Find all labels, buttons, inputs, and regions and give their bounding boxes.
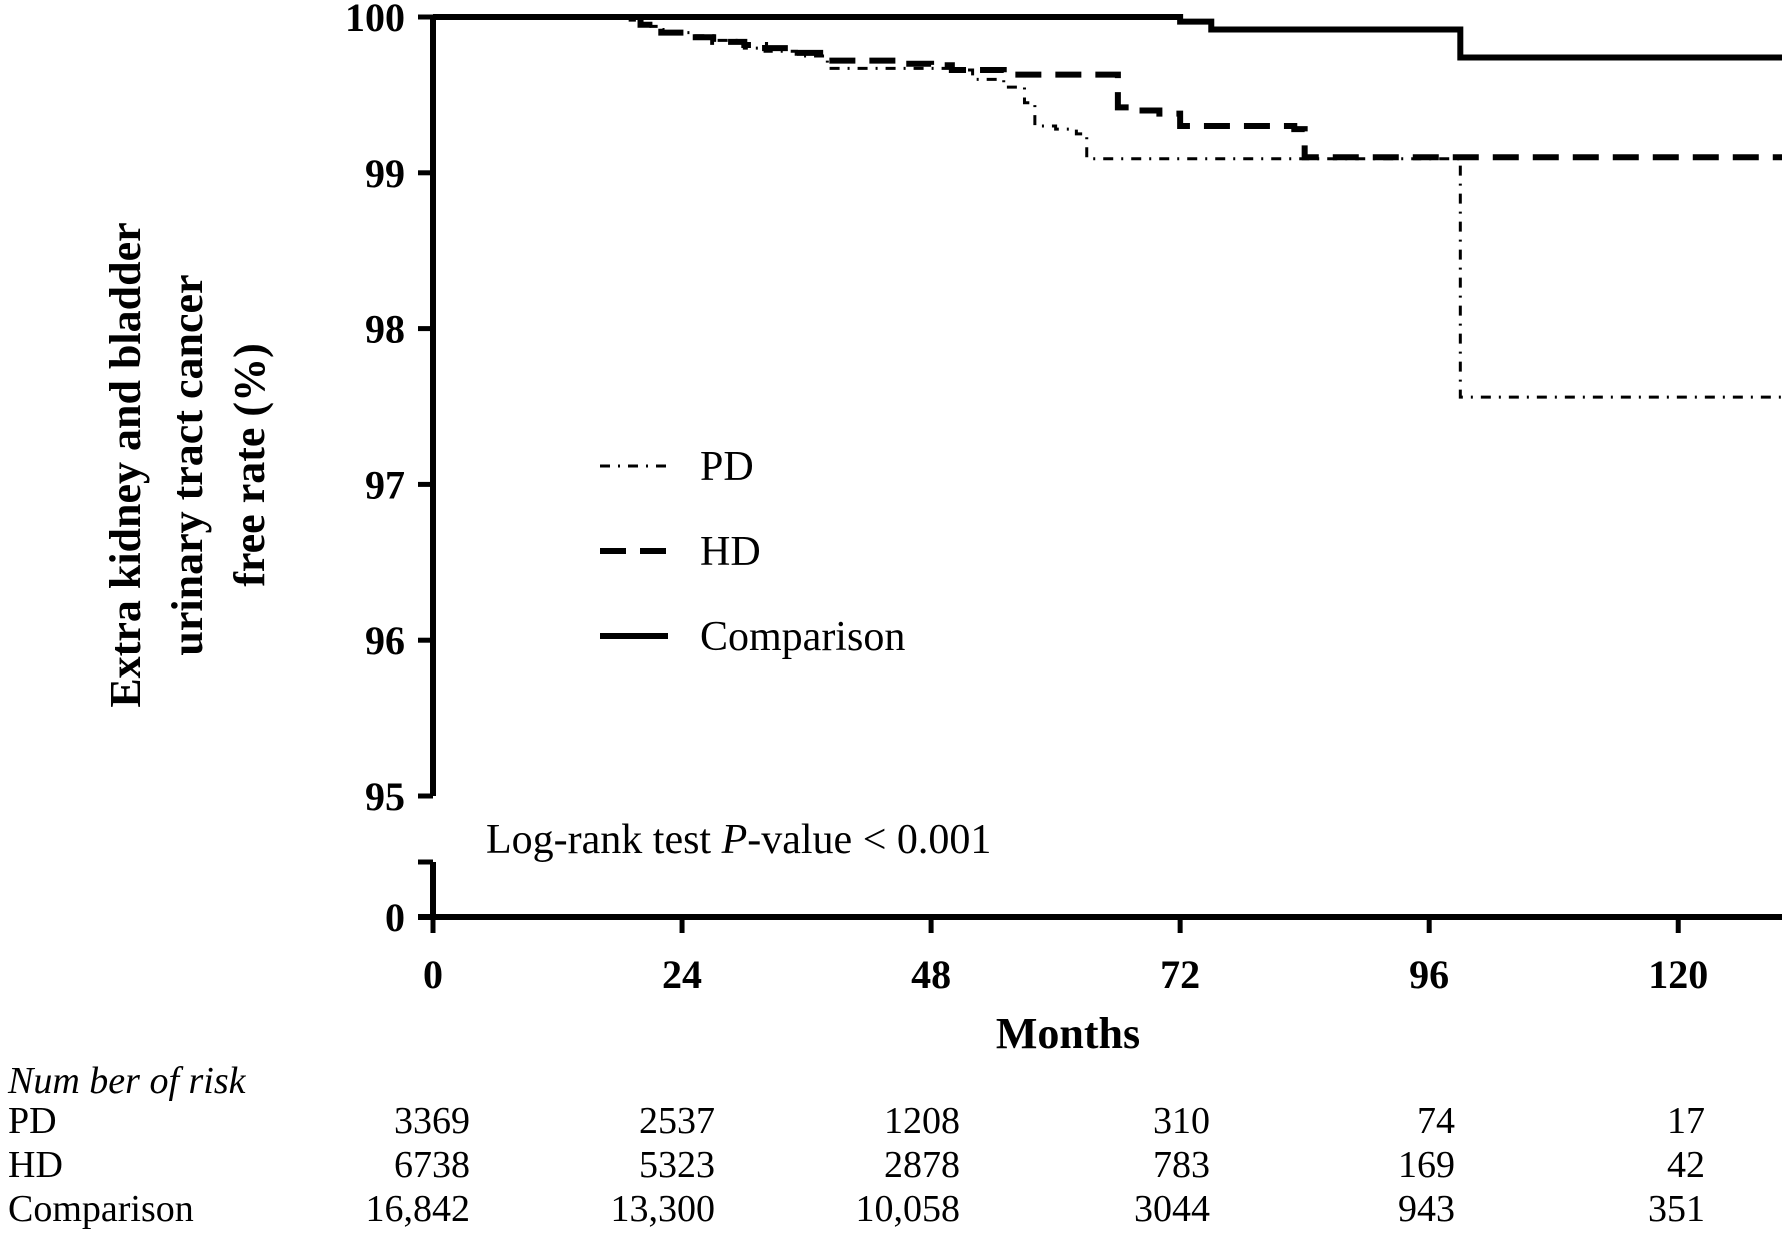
risk-cell: 17 <box>1667 1100 1705 1142</box>
risk-cell: 3369 <box>394 1100 470 1142</box>
annotation-suffix: -value < 0.001 <box>747 817 991 863</box>
y-tick-label: 96 <box>365 618 405 663</box>
legend-label-comparison: Comparison <box>700 614 905 660</box>
series-line-comparison <box>433 14 1782 61</box>
x-tick-label: 0 <box>423 952 443 997</box>
annotation-prefix: Log-rank test <box>486 817 722 863</box>
y-tick-label: 99 <box>365 151 405 196</box>
risk-row-label: Comparison <box>8 1188 194 1230</box>
risk-table-title: Num ber of risk <box>8 1060 246 1102</box>
y-axis-label-line-1: Extra kidney and bladder <box>101 222 150 707</box>
risk-cell: 310 <box>1153 1100 1210 1142</box>
risk-cell: 74 <box>1417 1100 1455 1142</box>
x-axis-label: Months <box>996 1009 1140 1058</box>
risk-cell: 16,842 <box>365 1188 471 1230</box>
series-line-hd <box>433 14 1782 161</box>
risk-row-label: HD <box>8 1144 63 1186</box>
risk-cell: 42 <box>1667 1144 1705 1186</box>
annotation-p-italic: P <box>721 817 748 863</box>
x-tick-label: 120 <box>1648 952 1708 997</box>
series-layer <box>433 14 1782 399</box>
y-axis-label-line-2: urinary tract cancer <box>163 274 212 655</box>
x-tick-label: 48 <box>911 952 951 997</box>
y-tick-label: 98 <box>365 307 405 352</box>
y-axis-label-line-3: free rate (%) <box>225 343 274 586</box>
risk-cell: 13,300 <box>610 1188 716 1230</box>
y-tick-label: 95 <box>365 774 405 819</box>
risk-cell: 3044 <box>1134 1188 1210 1230</box>
risk-cell: 6738 <box>394 1144 470 1186</box>
x-tick-label: 24 <box>662 952 702 997</box>
legend-label-pd: PD <box>700 444 754 490</box>
axes: 95 96 97 98 99 100 00 24 48 72 96 120 <box>345 0 1782 997</box>
risk-cell: 10,058 <box>855 1188 961 1230</box>
risk-cell: 943 <box>1398 1188 1455 1230</box>
risk-row-label: PD <box>8 1100 57 1142</box>
risk-cell: 169 <box>1398 1144 1455 1186</box>
y-tick-label: 97 <box>365 462 405 507</box>
y-tick-label-zero: 0 <box>385 895 405 940</box>
legend: PD HD Comparison <box>600 444 905 660</box>
risk-cell: 1208 <box>884 1100 960 1142</box>
risk-cell: 5323 <box>639 1144 715 1186</box>
log-rank-annotation: Log-rank test P-value < 0.001 <box>486 817 991 863</box>
risk-cell: 351 <box>1648 1188 1705 1230</box>
x-tick-label: 96 <box>1409 952 1449 997</box>
risk-cell: 783 <box>1153 1144 1210 1186</box>
legend-label-hd: HD <box>700 529 761 575</box>
y-tick-label: 100 <box>345 0 405 40</box>
risk-cell: 2537 <box>639 1100 715 1142</box>
risk-cell: 2878 <box>884 1144 960 1186</box>
x-tick-label: 72 <box>1160 952 1200 997</box>
series-line-pd <box>433 15 1782 399</box>
